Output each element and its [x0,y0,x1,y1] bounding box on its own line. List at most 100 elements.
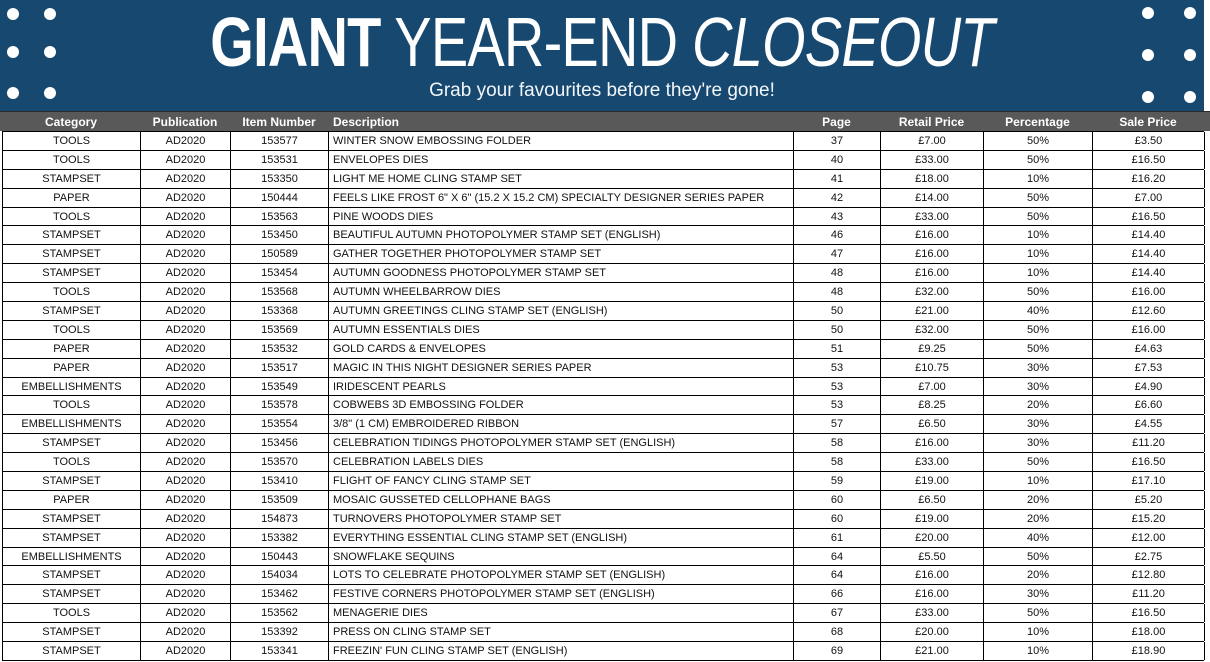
cell-percentage: 20% [984,509,1093,528]
cell-item-number: 154034 [231,566,329,585]
cell-description: EVERYTHING ESSENTIAL CLING STAMP SET (EN… [329,528,794,547]
cell-sale-price: £7.00 [1093,188,1205,207]
cell-category: PAPER [3,188,141,207]
cell-sale-price: £12.80 [1093,566,1205,585]
table-row: STAMPSET AD2020 153392 PRESS ON CLING STAMP… [3,623,1205,643]
cell-category: STAMPSET [3,302,141,320]
cell-category: STAMPSET [3,566,141,585]
cell-description: MENAGERIE DIES [329,604,794,623]
cell-category: STAMPSET [3,434,141,453]
banner-title: GIANT YEAR-END CLOSEOUT [120,6,1083,78]
cell-percentage: 10% [984,264,1093,283]
cell-publication: AD2020 [141,472,231,490]
cell-publication: AD2020 [141,188,231,207]
cell-sale-price: £7.53 [1093,358,1205,377]
table-row: STAMPSET AD2020 153368 AUTUMN GREETINGS CLI… [3,302,1205,321]
cell-sale-price: £11.20 [1093,585,1205,604]
cell-percentage: 30% [984,415,1093,434]
cell-category: STAMPSET [3,585,141,604]
column-header-percentage: Percentage [1005,114,1070,129]
cell-percentage: 40% [984,302,1093,320]
cell-item-number: 153509 [231,490,329,509]
cell-page: 53 [794,377,881,396]
cell-description: IRIDESCENT PEARLS [329,377,794,396]
cell-item-number: 153382 [231,528,329,547]
cell-page: 46 [794,226,881,245]
cell-description: CELEBRATION LABELS DIES [329,453,794,472]
cell-page: 68 [794,623,881,642]
cell-publication: AD2020 [141,453,231,472]
dot-icon [7,8,19,20]
cell-retail-price: £16.00 [881,566,984,585]
cell-page: 58 [794,434,881,453]
column-header-item-number: Item Number [242,114,316,129]
cell-item-number: 153350 [231,169,329,188]
cell-item-number: 153517 [231,358,329,377]
dot-icon [1142,7,1154,19]
cell-page: 64 [794,566,881,585]
table-body: TOOLS AD2020 153577 WINTER SNOW EMBOSSING F… [2,131,1205,661]
cell-retail-price: £16.00 [881,226,984,245]
cell-page: 69 [794,642,881,660]
cell-description: FEELS LIKE FROST 6" X 6" (15.2 X 15.2 CM… [329,188,794,207]
cell-description: 3/8" (1 CM) EMBROIDERED RIBBON [329,415,794,434]
cell-item-number: 153450 [231,226,329,245]
cell-page: 64 [794,547,881,566]
cell-retail-price: £33.00 [881,453,984,472]
cell-retail-price: £7.00 [881,377,984,396]
cell-percentage: 50% [984,604,1093,623]
cell-category: TOOLS [3,150,141,169]
cell-percentage: 30% [984,434,1093,453]
cell-retail-price: £16.00 [881,245,984,264]
cell-sale-price: £4.55 [1093,415,1205,434]
column-header-description: Description [333,114,400,129]
cell-item-number: 153554 [231,415,329,434]
cell-sale-price: £4.63 [1093,339,1205,358]
cell-sale-price: £11.20 [1093,434,1205,453]
cell-retail-price: £16.00 [881,264,984,283]
cell-percentage: 30% [984,377,1093,396]
cell-sale-price: £16.20 [1093,169,1205,188]
cell-item-number: 153531 [231,150,329,169]
cell-publication: AD2020 [141,339,231,358]
cell-percentage: 10% [984,169,1093,188]
cell-publication: AD2020 [141,377,231,396]
cell-retail-price: £14.00 [881,188,984,207]
table-row: TOOLS AD2020 153570 CELEBRATION LABELS DIES… [3,453,1205,473]
table-row: STAMPSET AD2020 154034 LOTS TO CELEBRATE PH… [3,566,1205,586]
cell-category: STAMPSET [3,509,141,528]
cell-item-number: 153454 [231,264,329,283]
cell-sale-price: £14.40 [1093,245,1205,264]
cell-item-number: 153341 [231,642,329,660]
cell-sale-price: £5.20 [1093,490,1205,509]
cell-category: EMBELLISHMENTS [3,547,141,566]
cell-description: TURNOVERS PHOTOPOLYMER STAMP SET [329,509,794,528]
cell-item-number: 153562 [231,604,329,623]
cell-item-number: 153456 [231,434,329,453]
column-header-category: Category [44,114,97,129]
cell-description: PRESS ON CLING STAMP SET [329,623,794,642]
cell-description: FLIGHT OF FANCY CLING STAMP SET [329,472,794,490]
table-row: STAMPSET AD2020 153454 AUTUMN GOODNESS PHOT… [3,264,1205,284]
cell-retail-price: £19.00 [881,509,984,528]
cell-category: PAPER [3,358,141,377]
cell-description: AUTUMN GREETINGS CLING STAMP SET (ENGLIS… [329,302,794,320]
cell-sale-price: £16.50 [1093,150,1205,169]
cell-category: TOOLS [3,283,141,302]
cell-retail-price: £10.75 [881,358,984,377]
banner-title-year-end: YEAR-END [394,3,678,81]
cell-category: EMBELLISHMENTS [3,415,141,434]
table-row: TOOLS AD2020 153531 ENVELOPES DIES 40 £33.00 5… [3,150,1205,170]
cell-description: AUTUMN WHEELBARROW DIES [329,283,794,302]
dot-icon [7,46,19,58]
cell-page: 50 [794,302,881,320]
cell-item-number: 153569 [231,320,329,339]
table-row: EMBELLISHMENTS AD2020 153554 3/8" (1 CM) EM… [3,415,1205,435]
cell-percentage: 50% [984,547,1093,566]
cell-description: GATHER TOGETHER PHOTOPOLYMER STAMP SET [329,245,794,264]
cell-item-number: 153532 [231,339,329,358]
cell-category: TOOLS [3,453,141,472]
cell-page: 48 [794,264,881,283]
table-row: STAMPSET AD2020 150589 GATHER TOGETHER PHOT… [3,245,1205,265]
cell-publication: AD2020 [141,396,231,415]
